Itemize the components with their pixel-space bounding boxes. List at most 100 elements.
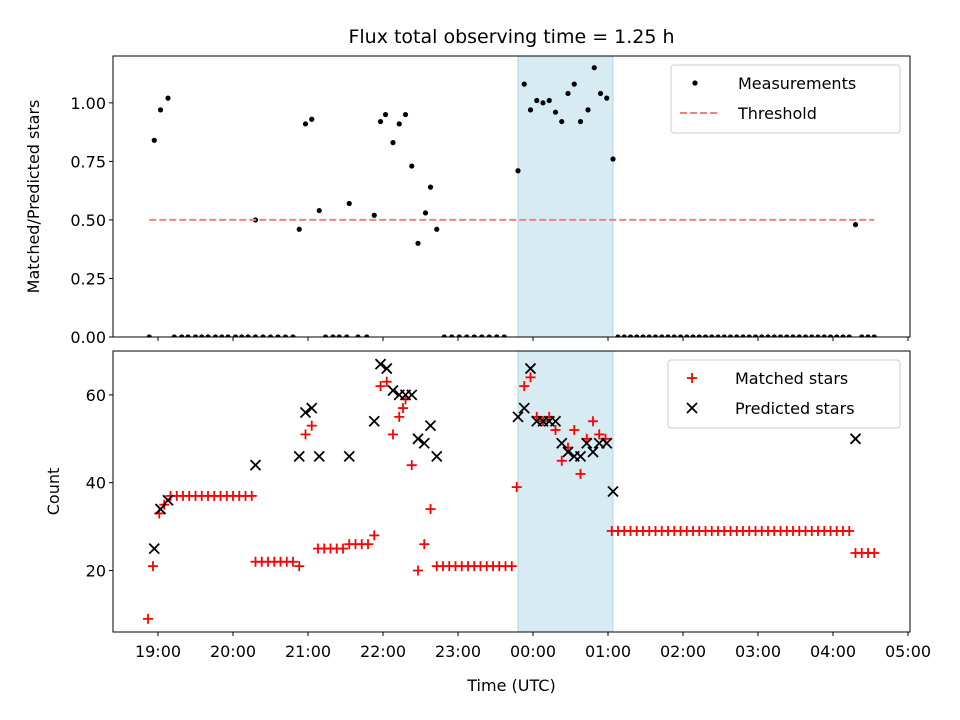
- data-point: [852, 222, 859, 228]
- series-measurements: [146, 65, 877, 337]
- data-point: [225, 334, 231, 337]
- data-point: [425, 504, 436, 515]
- y-tick-label: 20: [86, 562, 106, 581]
- data-point: [434, 226, 440, 232]
- data-point: [299, 406, 312, 419]
- data-point: [777, 334, 784, 337]
- data-point: [597, 90, 604, 97]
- data-point: [765, 334, 771, 337]
- data-point: [336, 334, 342, 337]
- data-point: [165, 95, 171, 101]
- data-point: [702, 334, 709, 337]
- data-point: [471, 334, 477, 337]
- data-point: [364, 334, 370, 337]
- data-point: [151, 137, 157, 143]
- y-tick-label: 0.75: [70, 152, 106, 171]
- data-point: [288, 556, 298, 567]
- data-point: [245, 334, 251, 337]
- data-point: [394, 411, 405, 422]
- bottom-panel: 20 40 60 19:00 20:00 21:00 22:00 23:00 00:00 01:0…: [44, 350, 931, 695]
- data-point: [571, 81, 577, 87]
- data-point: [239, 334, 245, 337]
- x-tick-label: 19:00: [135, 642, 181, 661]
- data-point: [784, 334, 790, 337]
- data-point: [330, 334, 336, 337]
- data-point: [427, 184, 434, 190]
- data-point: [575, 468, 586, 479]
- data-point: [363, 539, 373, 550]
- data-point: [659, 334, 665, 337]
- data-point: [752, 334, 759, 337]
- data-point: [171, 334, 177, 337]
- data-point: [640, 334, 646, 337]
- data-point: [646, 334, 652, 337]
- data-point: [290, 334, 296, 337]
- data-point: [382, 111, 389, 118]
- data-point: [219, 334, 225, 337]
- data-point: [431, 450, 443, 463]
- legend-box: [670, 64, 901, 134]
- data-point: [267, 334, 274, 337]
- x-tick-label: 04:00: [810, 642, 856, 661]
- x-tick-label: 23:00: [435, 642, 481, 661]
- data-point: [549, 415, 562, 427]
- data-point: [282, 334, 289, 337]
- data-point: [441, 334, 447, 337]
- x-tick-label: 03:00: [735, 642, 781, 661]
- data-point: [511, 482, 522, 493]
- data-point: [192, 334, 199, 337]
- data-point: [506, 561, 517, 572]
- data-point: [746, 334, 752, 337]
- data-point: [601, 437, 613, 449]
- data-point: [569, 425, 580, 436]
- data-point: [550, 425, 561, 436]
- data-point: [296, 226, 302, 232]
- data-point: [479, 334, 485, 337]
- data-point: [449, 334, 455, 337]
- data-point: [398, 403, 408, 414]
- data-point: [406, 460, 417, 471]
- y-tick-label: 1.00: [70, 94, 106, 113]
- data-point: [556, 437, 568, 449]
- data-point: [368, 415, 380, 427]
- data-point: [300, 429, 311, 440]
- shaded-span: [517, 55, 614, 338]
- data-point: [374, 358, 387, 370]
- y-tick-label: 0.25: [70, 269, 106, 288]
- data-point: [627, 334, 634, 337]
- data-point: [546, 97, 552, 104]
- data-point: [402, 111, 409, 118]
- data-point: [827, 334, 834, 337]
- data-point: [249, 459, 262, 471]
- data-point: [591, 65, 597, 71]
- data-point: [677, 334, 684, 337]
- data-point: [406, 389, 418, 401]
- chart-title: Flux total observing time = 1.25 h: [348, 26, 674, 48]
- data-point: [306, 402, 318, 414]
- data-point: [419, 539, 430, 550]
- data-point: [456, 334, 462, 337]
- data-point: [552, 109, 559, 115]
- data-point: [556, 455, 567, 466]
- data-point: [369, 530, 380, 541]
- legend: Measurements Threshold: [670, 64, 901, 134]
- data-point: [709, 334, 715, 337]
- data-point: [840, 334, 846, 337]
- y-tick-label: 0.00: [70, 328, 106, 347]
- data-point: [275, 334, 281, 337]
- data-point: [212, 334, 219, 337]
- legend-label: Threshold: [737, 104, 817, 123]
- data-point: [157, 107, 164, 113]
- data-point: [464, 334, 470, 337]
- data-point: [316, 207, 322, 214]
- legend-label: Predicted stars: [735, 399, 855, 418]
- data-point: [587, 446, 599, 458]
- data-point: [179, 334, 185, 337]
- data-point: [634, 334, 640, 337]
- data-layer: [146, 65, 877, 337]
- legend: Matched stars Predicted stars: [667, 359, 901, 429]
- data-point: [859, 334, 865, 337]
- data-point: [559, 118, 565, 125]
- data-point: [232, 334, 239, 337]
- legend-label: Measurements: [738, 74, 856, 93]
